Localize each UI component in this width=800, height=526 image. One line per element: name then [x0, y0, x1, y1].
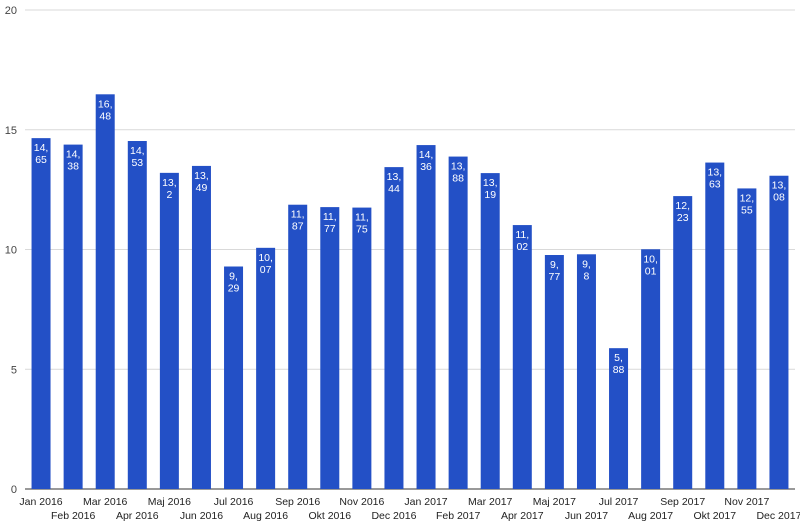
y-tick-label: 10: [5, 245, 17, 257]
bar: [737, 188, 757, 490]
bar: [159, 172, 179, 490]
data-label: 14, 53: [130, 145, 145, 169]
x-tick-label: Jan 2017: [404, 496, 447, 508]
bar: [480, 173, 500, 490]
data-label: 14, 36: [419, 149, 434, 173]
x-axis-ticks: Jan 2016 Feb 2016 Mar 2016 Apr 2016 Maj 2016…: [19, 496, 800, 522]
data-label: 11, 77: [323, 211, 337, 235]
y-tick-label: 5: [11, 364, 17, 376]
bar: [127, 141, 147, 489]
bars: [31, 94, 789, 490]
bar: [191, 165, 211, 490]
x-tick-label: Maj 2016: [148, 496, 191, 508]
x-tick-label: Sep 2016: [275, 496, 320, 508]
data-label: 10, 07: [258, 252, 273, 276]
x-tick-label: Dec 2017: [756, 510, 800, 522]
data-label: 11, 75: [355, 212, 369, 236]
x-tick-label: Jun 2016: [180, 510, 223, 522]
data-label: 13, 44: [387, 171, 402, 195]
bar: [256, 247, 276, 489]
bar: [576, 254, 596, 489]
data-label: 13, 08: [772, 180, 787, 204]
x-tick-label: Maj 2017: [533, 496, 576, 508]
data-label: 11, 02: [515, 229, 529, 253]
bar: [769, 175, 789, 489]
data-label: 13, 88: [451, 161, 466, 185]
data-label: 9, 8: [582, 258, 591, 282]
data-label: 13, 49: [194, 170, 209, 194]
bar: [416, 145, 436, 489]
y-tick-label: 0: [11, 484, 17, 496]
data-label: 12, 23: [675, 200, 690, 224]
x-tick-label: Mar 2017: [468, 496, 513, 508]
data-label: 10, 01: [643, 253, 658, 277]
bar: [320, 207, 340, 489]
data-label: 16, 48: [98, 98, 113, 122]
x-tick-label: Jul 2016: [214, 496, 254, 508]
bar: [31, 138, 51, 489]
x-tick-label: Nov 2017: [724, 496, 769, 508]
x-tick-label: Aug 2016: [243, 510, 288, 522]
bar: [705, 162, 725, 489]
x-tick-label: Apr 2017: [501, 510, 544, 522]
x-tick-label: Nov 2016: [339, 496, 384, 508]
x-tick-label: Feb 2016: [51, 510, 96, 522]
x-tick-label: Okt 2017: [693, 510, 736, 522]
x-tick-label: Jul 2017: [599, 496, 639, 508]
x-tick-label: Sep 2017: [660, 496, 705, 508]
bar: [384, 167, 404, 489]
data-label: 13, 63: [707, 167, 722, 191]
data-label: 13, 2: [162, 177, 177, 201]
data-label: 9, 77: [549, 259, 561, 283]
x-tick-label: Dec 2016: [371, 510, 416, 522]
y-axis-ticks: 0 5 10 15 20: [5, 5, 17, 496]
y-tick-label: 15: [5, 125, 17, 137]
x-tick-label: Feb 2017: [436, 510, 481, 522]
data-label: 14, 65: [34, 142, 49, 166]
data-label: 5, 88: [613, 352, 625, 376]
y-tick-label: 20: [5, 5, 17, 17]
bar: [288, 204, 308, 489]
bar: [673, 196, 693, 490]
data-label: 11, 87: [291, 209, 305, 233]
data-labels: 14, 65 14, 38 16, 48 14, 53 13, 2 13, 49 9, 29 10, 07 11…: [34, 98, 787, 376]
x-tick-label: Apr 2016: [116, 510, 159, 522]
bar: [352, 207, 372, 489]
bar: [609, 348, 629, 489]
bar: [448, 156, 468, 489]
bar: [63, 144, 83, 489]
x-tick-label: Mar 2016: [83, 496, 128, 508]
bar: [224, 266, 244, 489]
bar: [95, 94, 115, 489]
data-label: 12, 55: [740, 192, 755, 216]
bar: [544, 255, 564, 489]
x-tick-label: Aug 2017: [628, 510, 673, 522]
x-tick-label: Okt 2016: [308, 510, 351, 522]
x-tick-label: Jun 2017: [565, 510, 608, 522]
data-label: 9, 29: [228, 271, 240, 295]
bar: [641, 249, 661, 489]
x-tick-label: Jan 2016: [19, 496, 62, 508]
data-label: 14, 38: [66, 149, 81, 173]
data-label: 13, 19: [483, 177, 498, 201]
gridlines: [25, 9, 795, 490]
bar: [512, 225, 532, 490]
